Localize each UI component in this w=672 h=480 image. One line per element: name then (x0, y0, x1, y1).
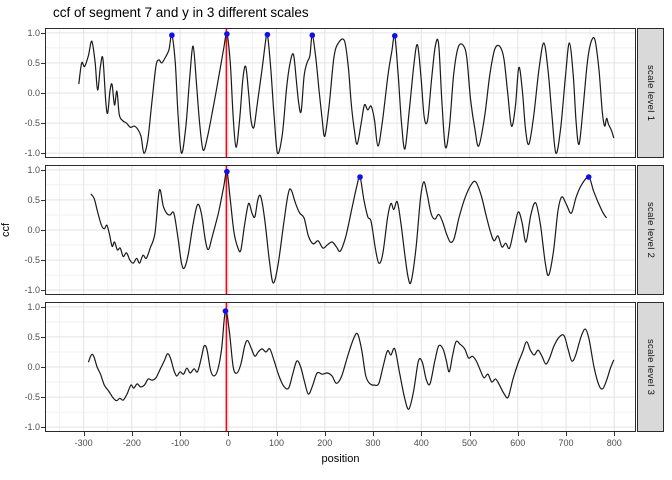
ccf-curve (90, 170, 608, 285)
y-tick-label: 0.5 (27, 57, 40, 68)
x-tick-mark (421, 432, 423, 436)
y-tick-mark (41, 290, 45, 292)
y-tick-label: 0.5 (27, 194, 40, 205)
x-tick-label: 0 (225, 438, 231, 448)
x-tick-label: 800 (606, 438, 622, 448)
y-tick-label: -0.5 (24, 118, 40, 129)
y-tick-label: 0.0 (27, 362, 40, 372)
panel-border (45, 302, 636, 432)
facet-strip-label: scale level 1 (645, 64, 656, 122)
peak-marker (224, 168, 230, 175)
y-tick-label: 0.0 (27, 225, 40, 235)
x-tick-label: 200 (317, 438, 333, 448)
x-tick-mark (180, 432, 182, 436)
y-tick-label: -0.5 (24, 392, 40, 403)
facet-strip-label: scale level 2 (645, 201, 656, 259)
x-tick-mark (566, 432, 568, 436)
x-tick-label: 300 (365, 438, 381, 448)
x-tick-mark (276, 432, 278, 436)
panel-svg (45, 165, 636, 295)
y-tick-mark (41, 169, 45, 171)
x-tick-mark (469, 432, 471, 436)
y-tick-label: -1.0 (24, 148, 40, 159)
peak-marker (224, 31, 230, 37)
x-axis-title: position (321, 453, 360, 465)
y-tick-mark (41, 397, 45, 399)
y-tick-mark (41, 93, 45, 94)
y-tick-label: -0.5 (24, 255, 40, 266)
facet-strip-scale-level-3: scale level 3 (637, 302, 664, 432)
y-tick-label: 1.0 (27, 301, 40, 312)
chart-title: ccf of segment 7 and y in 3 different sc… (53, 5, 309, 20)
x-tick-mark (228, 432, 230, 436)
facet-panel-scale-level-1 (45, 28, 636, 158)
y-tick-label: 1.0 (27, 164, 40, 175)
y-tick-mark (41, 153, 45, 155)
y-tick-mark (41, 306, 45, 308)
x-tick-mark (373, 432, 375, 436)
peak-marker (222, 308, 229, 314)
y-tick-mark (41, 230, 45, 231)
peak-marker (264, 31, 271, 38)
y-tick-mark (41, 32, 45, 34)
panel-border (45, 28, 636, 158)
y-tick-mark (41, 427, 45, 429)
ccf-curve (78, 32, 615, 155)
peak-marker (585, 174, 592, 180)
y-tick-mark (41, 260, 45, 262)
peak-marker (357, 174, 363, 180)
facet-strip-scale-level-2: scale level 2 (637, 165, 664, 295)
x-tick-label: 400 (413, 438, 429, 448)
x-tick-label: 700 (558, 438, 574, 448)
ccf-curve (87, 310, 615, 410)
y-tick-label: -1.0 (24, 285, 40, 296)
panel-svg (45, 302, 636, 432)
x-tick-label: 600 (510, 438, 526, 448)
x-tick-label: 500 (462, 438, 478, 448)
x-tick-mark (324, 432, 326, 436)
facet-strip-label: scale level 3 (645, 338, 656, 396)
facet-strip-scale-level-1: scale level 1 (637, 28, 664, 158)
x-tick-mark (83, 432, 85, 436)
y-tick-mark (41, 199, 45, 201)
x-tick-label: -100 (171, 438, 190, 448)
y-tick-mark (41, 123, 45, 125)
peak-marker (169, 32, 175, 39)
y-tick-label: 0.5 (27, 331, 40, 342)
y-tick-label: 1.0 (27, 27, 40, 38)
x-tick-label: -200 (122, 438, 141, 448)
x-tick-mark (614, 432, 616, 436)
y-tick-mark (41, 62, 45, 64)
y-tick-label: -1.0 (24, 422, 40, 433)
panel-border (45, 165, 636, 295)
x-tick-label: 100 (269, 438, 285, 448)
peak-marker (309, 32, 316, 39)
y-tick-label: 0.0 (27, 88, 40, 98)
x-tick-mark (131, 432, 133, 436)
facet-panel-scale-level-3 (45, 302, 636, 432)
x-tick-label: -300 (74, 438, 93, 448)
facet-panel-scale-level-2 (45, 165, 636, 295)
y-tick-mark (41, 367, 45, 368)
peak-marker (391, 33, 398, 39)
panel-svg (45, 28, 636, 158)
y-tick-mark (41, 336, 45, 338)
x-tick-mark (517, 432, 519, 436)
